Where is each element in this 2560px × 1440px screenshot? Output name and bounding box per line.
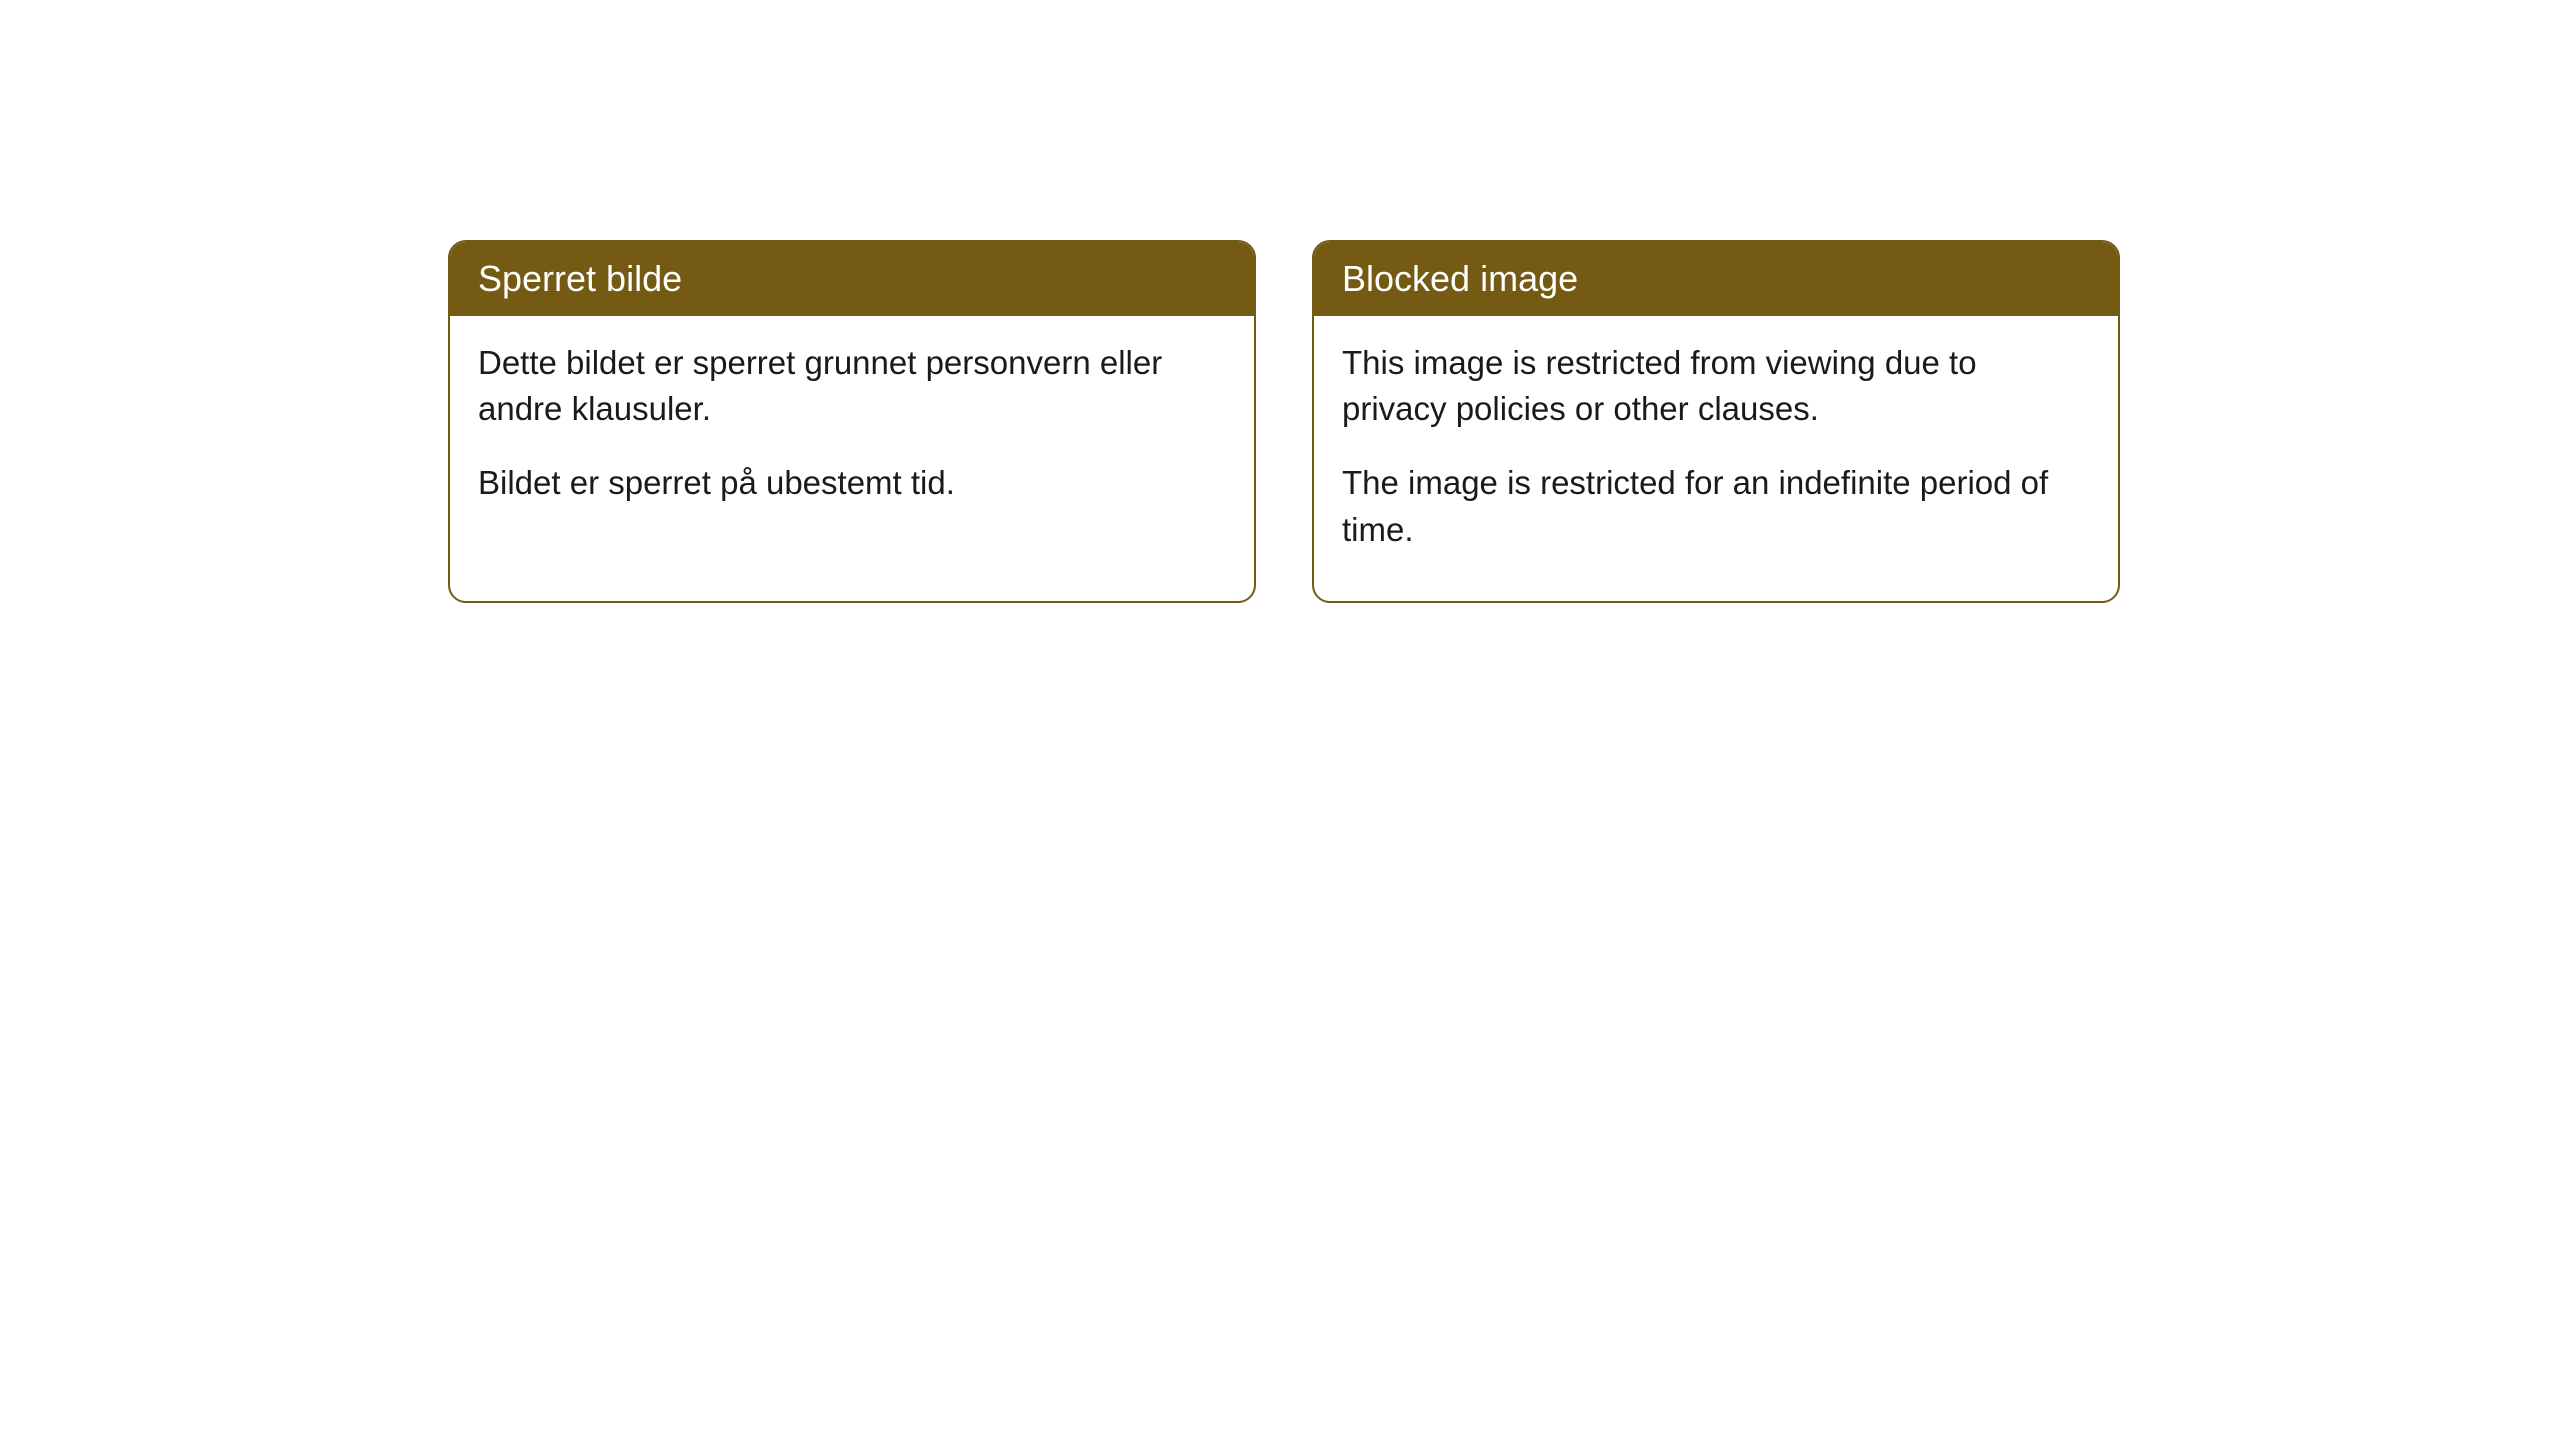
card-body: Dette bildet er sperret grunnet personve… — [450, 316, 1254, 555]
card-title: Sperret bilde — [478, 258, 682, 299]
card-paragraph: The image is restricted for an indefinit… — [1342, 460, 2090, 552]
card-title: Blocked image — [1342, 258, 1578, 299]
card-paragraph: This image is restricted from viewing du… — [1342, 340, 2090, 432]
notice-card-english: Blocked image This image is restricted f… — [1312, 240, 2120, 603]
card-paragraph: Dette bildet er sperret grunnet personve… — [478, 340, 1226, 432]
card-body: This image is restricted from viewing du… — [1314, 316, 2118, 601]
card-paragraph: Bildet er sperret på ubestemt tid. — [478, 460, 1226, 506]
notice-card-norwegian: Sperret bilde Dette bildet er sperret gr… — [448, 240, 1256, 603]
card-header: Blocked image — [1314, 242, 2118, 316]
notice-cards-container: Sperret bilde Dette bildet er sperret gr… — [448, 240, 2120, 603]
card-header: Sperret bilde — [450, 242, 1254, 316]
